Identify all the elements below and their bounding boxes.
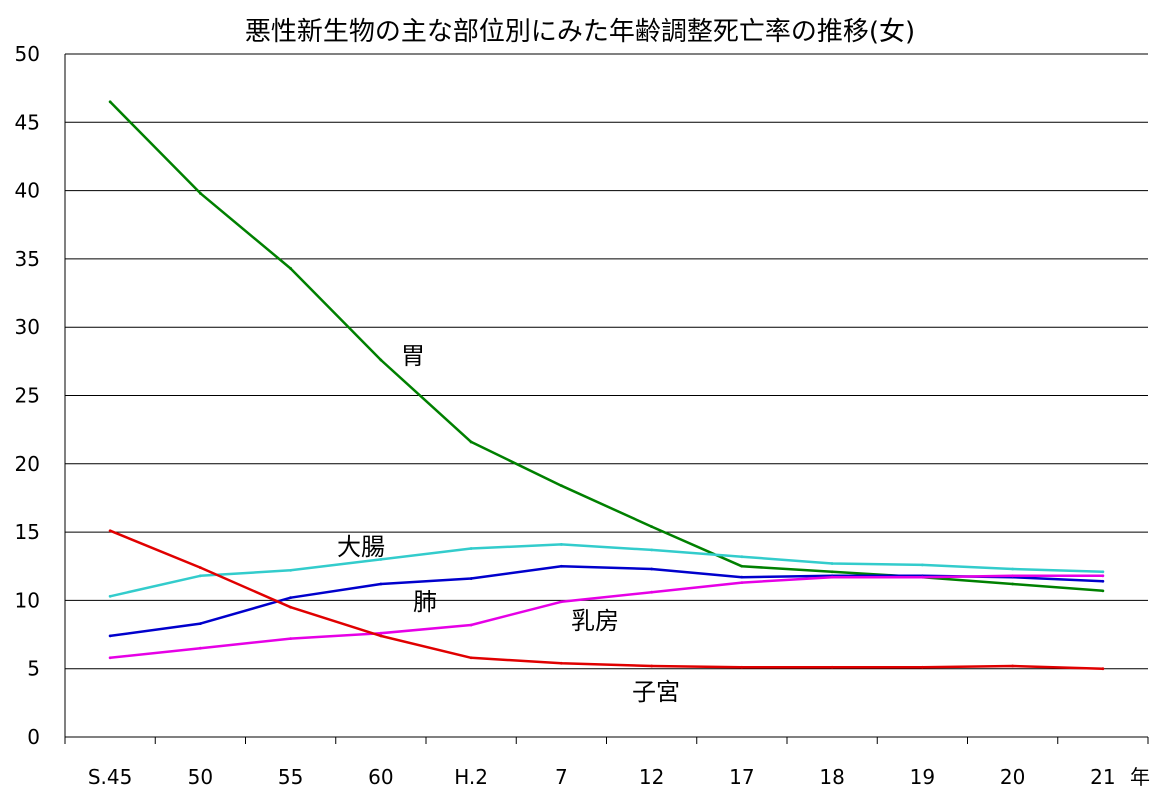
data-point: [289, 605, 293, 609]
series-label: 大腸: [337, 533, 385, 561]
data-point: [289, 637, 293, 641]
data-point: [740, 564, 744, 568]
data-point: [108, 529, 112, 533]
y-tick-label: 25: [15, 384, 40, 408]
data-point: [469, 440, 473, 444]
series-label: 子宮: [632, 678, 680, 706]
data-point: [379, 582, 383, 586]
series-line: [109, 574, 1103, 660]
data-point: [469, 656, 473, 660]
data-point: [469, 547, 473, 550]
data-point: [559, 484, 563, 488]
x-tick-label: 12: [639, 765, 664, 789]
data-point: [1011, 582, 1015, 586]
data-point: [920, 575, 924, 579]
y-tick-labels: 0 5 10 15 20 25 30 35 40 45 50: [15, 42, 40, 749]
data-point: [1011, 574, 1015, 578]
x-tick-label: 20: [1000, 765, 1025, 789]
data-point: [1101, 570, 1105, 574]
x-tick-labels: S.45 50 55 60 H.2 7 12 17 18 19 20 21: [88, 765, 1116, 789]
data-point: [559, 542, 563, 546]
series-label: 乳房: [571, 607, 619, 635]
data-point: [920, 563, 924, 567]
y-tick-label: 10: [15, 588, 40, 612]
series-line: [109, 100, 1103, 593]
data-point: [198, 622, 202, 626]
data-point: [379, 634, 383, 638]
x-tick-label: 50: [188, 765, 213, 789]
y-tick-label: 35: [15, 247, 40, 271]
data-point: [650, 567, 654, 571]
data-point: [469, 577, 473, 580]
data-point: [108, 634, 112, 638]
data-point: [920, 665, 924, 669]
data-point: [198, 646, 202, 650]
x-axis-unit-label: 年: [1130, 765, 1150, 789]
data-point: [740, 581, 744, 585]
x-tick-label: H.2: [454, 765, 488, 789]
data-point: [1101, 574, 1105, 578]
x-tick-label: 19: [910, 765, 935, 789]
data-point: [379, 558, 383, 561]
data-point: [740, 575, 744, 579]
x-tick-label: 18: [819, 765, 844, 789]
x-tick-label: S.45: [88, 765, 133, 789]
y-tick-label: 30: [15, 315, 40, 339]
x-tick-label: 21: [1090, 765, 1115, 789]
x-tick-label: 60: [368, 765, 393, 789]
data-point: [289, 267, 293, 270]
series-line: [109, 543, 1103, 598]
series-label: 胃: [401, 342, 425, 370]
data-point: [830, 562, 834, 565]
x-tick-label: 17: [729, 765, 754, 789]
series-label: 肺: [413, 588, 437, 616]
y-tick-label: 15: [15, 520, 40, 544]
data-point: [379, 631, 383, 635]
y-tick-label: 45: [15, 110, 40, 134]
data-point: [740, 555, 744, 559]
data-point: [559, 661, 563, 665]
data-point: [1101, 579, 1105, 583]
data-point: [1101, 667, 1105, 671]
data-point: [1101, 589, 1105, 593]
data-point: [650, 590, 654, 594]
y-tick-label: 50: [15, 42, 40, 66]
grid-lines: [65, 53, 1148, 670]
data-point: [379, 358, 383, 362]
data-point: [108, 594, 112, 598]
data-point: [198, 566, 202, 570]
data-point: [650, 525, 654, 529]
axes: [64, 54, 1149, 744]
data-point: [830, 575, 834, 579]
data-point: [650, 548, 654, 552]
data-point: [198, 191, 202, 195]
data-point: [1011, 664, 1015, 668]
data-point: [469, 623, 473, 627]
data-point: [1011, 567, 1015, 571]
y-tick-label: 0: [27, 725, 40, 749]
y-tick-label: 40: [15, 179, 40, 203]
series-line: [109, 529, 1103, 670]
chart-title: 悪性新生物の主な部位別にみた年齢調整死亡率の推移(女): [245, 17, 915, 47]
data-point: [830, 665, 834, 669]
data-point: [198, 574, 202, 578]
x-tick-label: 55: [278, 765, 303, 789]
y-tick-label: 5: [27, 657, 40, 681]
data-point: [559, 564, 563, 568]
data-point: [108, 656, 112, 660]
data-point: [559, 600, 563, 604]
data-point: [289, 596, 293, 600]
data-point: [289, 568, 293, 572]
data-point: [740, 665, 744, 669]
data-point: [830, 570, 834, 574]
data-point: [108, 100, 112, 104]
data-point: [650, 664, 654, 668]
series-lines: [108, 100, 1105, 671]
x-tick-label: 7: [555, 765, 568, 789]
y-tick-label: 20: [15, 452, 40, 476]
